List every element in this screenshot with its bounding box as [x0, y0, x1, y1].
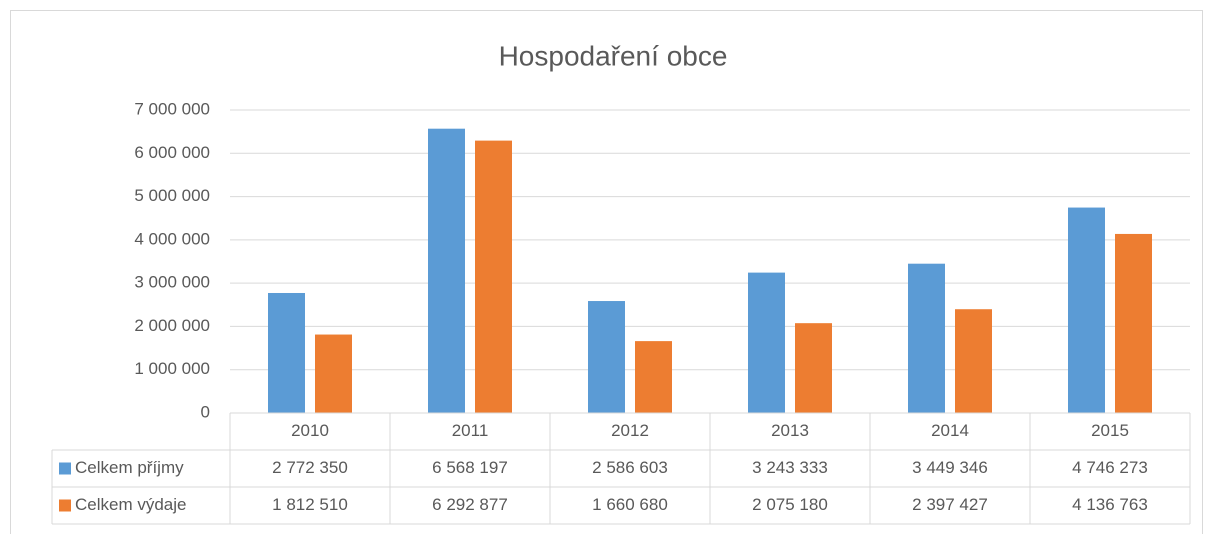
x-tick-label: 2013: [771, 421, 809, 440]
x-tick-label: 2011: [452, 421, 489, 440]
bar: [428, 128, 465, 413]
bar: [315, 334, 352, 413]
table-cell: 6 568 197: [432, 458, 508, 477]
bar: [795, 323, 832, 413]
bar: [955, 309, 992, 413]
table-cell: 6 292 877: [432, 495, 508, 514]
bar: [635, 341, 672, 413]
bar: [268, 292, 305, 413]
x-tick-label: 2015: [1091, 421, 1129, 440]
y-tick-label: 4 000 000: [134, 229, 210, 248]
table-cell: 2 586 603: [592, 458, 668, 477]
x-tick-label: 2010: [291, 421, 329, 440]
bar: [1068, 207, 1105, 413]
y-tick-label: 3 000 000: [134, 273, 210, 292]
x-tick-label: 2012: [611, 421, 649, 440]
table-cell: 1 812 510: [272, 495, 348, 514]
table-cell: 2 075 180: [752, 495, 828, 514]
y-tick-label: 1 000 000: [134, 359, 210, 378]
y-tick-label: 2 000 000: [134, 316, 210, 335]
bar: [748, 272, 785, 413]
y-tick-label: 7 000 000: [134, 99, 210, 118]
table-cell: 4 746 273: [1072, 458, 1148, 477]
bar: [908, 263, 945, 413]
legend-key: [59, 462, 71, 475]
chart-title: Hospodaření obce: [499, 40, 728, 71]
legend-key: [59, 499, 71, 512]
chart-frame: [10, 10, 1203, 534]
y-tick-label: 0: [201, 402, 210, 421]
table-cell: 3 243 333: [752, 458, 828, 477]
table-cell: 1 660 680: [592, 495, 668, 514]
legend-label: Celkem výdaje: [75, 495, 187, 514]
bar: [475, 140, 512, 413]
y-tick-label: 6 000 000: [134, 143, 210, 162]
y-tick-label: 5 000 000: [134, 186, 210, 205]
legend-label: Celkem příjmy: [75, 458, 184, 477]
bar: [588, 301, 625, 413]
bar: [1115, 233, 1152, 413]
table-cell: 3 449 346: [912, 458, 988, 477]
table-cell: 4 136 763: [1072, 495, 1148, 514]
table-cell: 2 772 350: [272, 458, 348, 477]
x-tick-label: 2014: [931, 421, 969, 440]
table-cell: 2 397 427: [912, 495, 988, 514]
